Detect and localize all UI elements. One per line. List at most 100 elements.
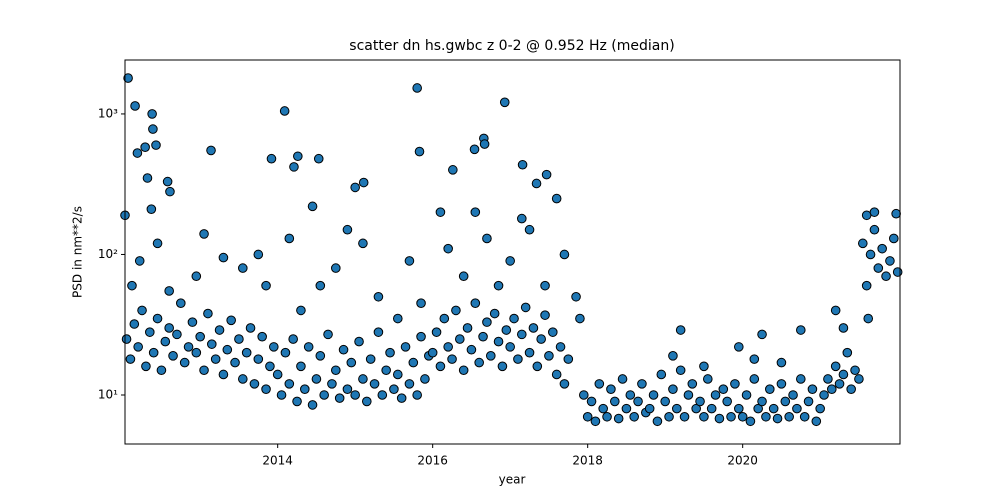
point [520,302,531,313]
point [435,207,446,217]
plot-area [120,73,903,427]
point [412,83,422,93]
point [544,351,554,361]
point [877,243,887,254]
point [147,109,157,119]
point [540,310,550,320]
point [145,327,155,337]
point [482,317,492,327]
point [195,331,205,342]
point [451,305,461,316]
point [629,411,639,422]
x-tick-label: 2020 [727,454,758,468]
point [807,384,818,394]
point [261,384,271,394]
point [668,384,678,394]
point [272,369,283,380]
point [513,354,523,364]
y-tick-label: 10² [98,247,118,261]
point [788,390,798,400]
point [505,256,515,266]
point [191,271,202,282]
point [350,390,360,400]
point [435,361,446,372]
point [462,323,473,333]
point [164,323,174,333]
point [354,336,364,347]
point [737,411,748,422]
point [541,169,552,180]
point [427,347,438,358]
point [691,403,701,414]
point [830,361,841,372]
point [393,313,403,324]
point [358,374,368,384]
point [300,384,310,394]
point [160,336,171,347]
point [555,342,566,352]
chart-title: scatter dn hs.gwbc z 0-2 @ 0.952 Hz (med… [349,38,674,54]
point [517,213,527,224]
point [296,361,306,372]
point [753,403,763,414]
point [563,354,574,364]
point [183,342,194,352]
point [594,379,605,389]
point [768,403,779,414]
point [865,249,876,260]
point [365,354,376,364]
point [416,298,426,308]
point [761,411,771,422]
point [226,315,236,326]
point [501,325,512,335]
point [385,347,395,358]
point [741,390,752,400]
point [571,291,581,302]
point [830,305,841,316]
point [207,339,217,349]
point [710,390,721,400]
point [238,374,248,384]
point [257,331,267,342]
point [458,365,469,376]
point [414,146,425,157]
point [613,413,624,424]
point [266,153,277,164]
point [861,280,872,291]
point [652,416,663,427]
point [389,384,399,394]
point [660,396,670,407]
point [780,396,791,407]
point [776,357,787,368]
point [873,263,884,273]
point [796,325,806,335]
point [315,280,326,291]
point [121,334,132,344]
point [296,305,306,316]
point [420,374,430,384]
point [218,369,229,380]
point [123,73,133,83]
point [280,347,291,358]
point [381,365,391,376]
point [637,379,647,389]
point [617,374,628,384]
point [148,124,158,134]
point [292,396,302,407]
point [303,342,314,352]
point [885,256,895,266]
point [164,286,174,296]
point [749,374,760,384]
point [342,224,353,235]
point [633,396,643,407]
point [799,411,810,422]
point [284,233,295,244]
point [509,313,519,324]
point [772,413,783,424]
point [892,267,903,277]
point [540,280,550,291]
point [734,403,744,414]
point [253,249,264,260]
point [134,256,145,266]
